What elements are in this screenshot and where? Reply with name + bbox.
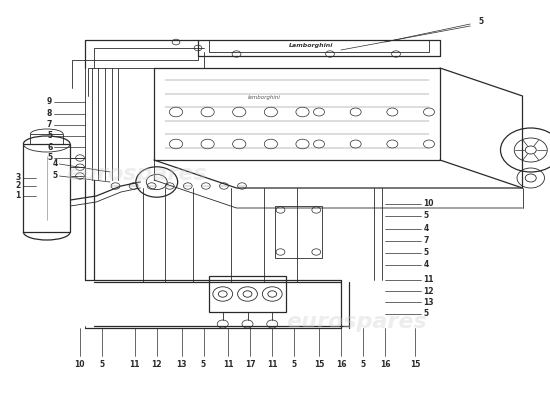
- Text: 5: 5: [478, 18, 484, 26]
- Text: 4: 4: [424, 224, 429, 233]
- Text: 9: 9: [47, 98, 52, 106]
- Text: 5: 5: [53, 172, 58, 180]
- Text: 10: 10: [424, 200, 434, 208]
- Text: 11: 11: [267, 360, 278, 369]
- Text: 12: 12: [151, 360, 162, 369]
- Text: eurospares: eurospares: [286, 312, 427, 332]
- Text: 6: 6: [47, 143, 52, 152]
- Text: 11: 11: [223, 360, 234, 369]
- Text: eurospares: eurospares: [66, 164, 207, 184]
- Text: 11: 11: [424, 276, 434, 284]
- Text: 5: 5: [99, 360, 104, 369]
- Text: Lamborghini: Lamborghini: [289, 44, 333, 48]
- Text: 16: 16: [379, 360, 390, 369]
- Bar: [275, 206, 322, 258]
- Text: 5: 5: [424, 248, 428, 257]
- Text: 8: 8: [47, 110, 52, 118]
- Text: 5: 5: [360, 360, 366, 369]
- Text: 12: 12: [424, 287, 434, 296]
- Text: 17: 17: [245, 360, 256, 369]
- Text: 10: 10: [74, 360, 85, 369]
- Text: 5: 5: [424, 212, 428, 220]
- Text: 5: 5: [47, 154, 52, 162]
- Text: 1: 1: [15, 192, 20, 200]
- Text: 3: 3: [15, 174, 20, 182]
- Bar: [30, 134, 63, 144]
- Text: 2: 2: [15, 182, 20, 190]
- Text: lamborghini: lamborghini: [248, 96, 280, 100]
- Text: 15: 15: [314, 360, 324, 369]
- Text: 15: 15: [410, 360, 420, 369]
- Text: 4: 4: [424, 260, 429, 269]
- Text: 5: 5: [47, 132, 52, 140]
- Text: 5: 5: [201, 360, 206, 369]
- Text: 13: 13: [176, 360, 187, 369]
- Text: 16: 16: [336, 360, 346, 369]
- Text: 13: 13: [424, 298, 434, 307]
- Text: 4: 4: [52, 160, 58, 168]
- Text: 11: 11: [129, 360, 140, 369]
- Text: 7: 7: [47, 120, 52, 129]
- Text: 7: 7: [424, 236, 429, 245]
- Bar: [23, 144, 70, 232]
- Text: 5: 5: [292, 360, 297, 369]
- Text: 5: 5: [424, 309, 428, 318]
- Bar: [209, 276, 286, 312]
